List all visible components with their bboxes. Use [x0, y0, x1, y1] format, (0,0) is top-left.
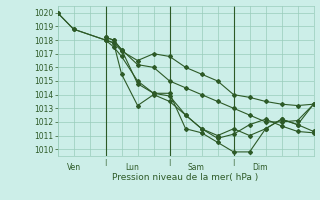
X-axis label: Pression niveau de la mer( hPa ): Pression niveau de la mer( hPa ) — [112, 173, 259, 182]
Text: Dim: Dim — [252, 164, 268, 172]
Text: Ven: Ven — [67, 164, 81, 172]
Text: |: | — [168, 159, 171, 166]
Text: Sam: Sam — [188, 164, 205, 172]
Text: |: | — [104, 159, 107, 166]
Text: Lun: Lun — [125, 164, 139, 172]
Text: |: | — [232, 159, 235, 166]
